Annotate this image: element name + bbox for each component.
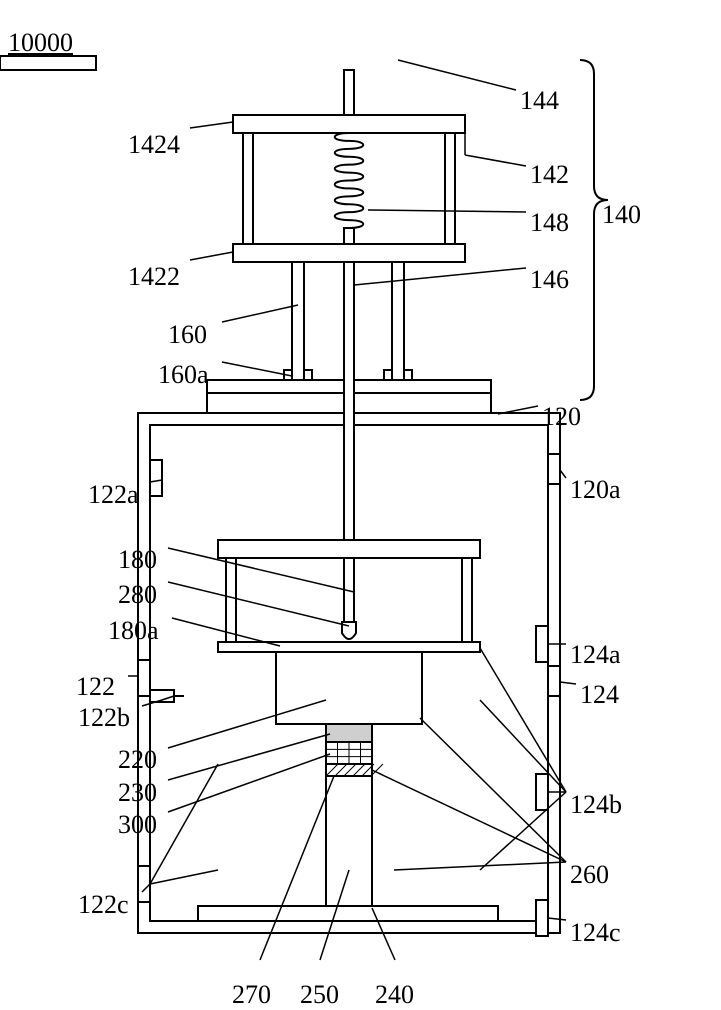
label-180: 180 [118, 545, 157, 575]
label-140: 140 [602, 200, 641, 230]
label-124b: 124b [570, 790, 622, 820]
label-180a: 180a [108, 616, 159, 646]
label-120a: 120a [570, 475, 621, 505]
label-260: 260 [570, 860, 609, 890]
label-148: 148 [530, 208, 569, 238]
label-142: 142 [530, 160, 569, 190]
label-160: 160 [168, 320, 207, 350]
label-124a: 124a [570, 640, 621, 670]
label-300: 300 [118, 810, 157, 840]
diagram-stage: 10000 1424 144 142 140 148 1422 146 160 160a 120 1… [0, 0, 721, 1000]
label-230: 230 [118, 778, 157, 808]
label-122c: 122c [78, 890, 129, 920]
label-124: 124 [580, 680, 619, 710]
label-122b: 122b [78, 703, 130, 733]
figure-number: 10000 [8, 28, 73, 58]
label-280: 280 [118, 580, 157, 610]
label-122: 122 [76, 672, 115, 702]
label-270: 270 [232, 980, 271, 1010]
label-240: 240 [375, 980, 414, 1010]
label-250: 250 [300, 980, 339, 1010]
label-220: 220 [118, 745, 157, 775]
label-122a: 122a [88, 480, 139, 510]
label-144: 144 [520, 86, 559, 116]
label-146: 146 [530, 265, 569, 295]
label-1422: 1422 [128, 262, 180, 292]
label-124c: 124c [570, 918, 621, 948]
label-120: 120 [542, 402, 581, 432]
label-1424: 1424 [128, 130, 180, 160]
label-160a: 160a [158, 360, 209, 390]
